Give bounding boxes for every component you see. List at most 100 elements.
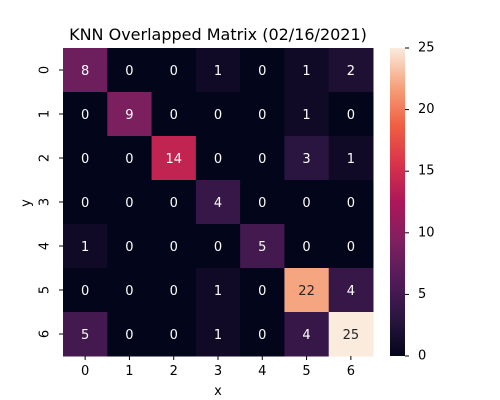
cell-value-label: 0: [125, 284, 133, 299]
cell-value-label: 0: [125, 240, 133, 255]
cell-value-label: 0: [170, 284, 178, 299]
heatmap-cell-r4-c4: [240, 224, 285, 269]
cell-value-label: 1: [302, 64, 310, 79]
heatmap-cell-r1-c4: [240, 92, 285, 137]
chart-title: KNN Overlapped Matrix (02/16/2021): [69, 25, 367, 44]
heatmap-cell-r3-c1: [107, 180, 153, 225]
heatmap-cell-r2-c6: [328, 136, 374, 181]
cell-value-label: 4: [347, 284, 355, 299]
cell-value-label: 25: [343, 328, 360, 343]
colorbar: [390, 48, 405, 356]
cell-value-label: 0: [81, 196, 89, 211]
cell-value-label: 0: [258, 196, 266, 211]
heatmap-cell-r2-c5: [284, 136, 330, 181]
cell-value-label: 0: [258, 152, 266, 167]
cell-value-label: 4: [302, 328, 310, 343]
heatmap-cell-r0-c0: [63, 48, 108, 93]
heatmap-cell-r1-c6: [328, 92, 374, 137]
cell-value-label: 0: [125, 152, 133, 167]
heatmap-cell-r4-c1: [107, 224, 153, 269]
cell-value-label: 0: [347, 196, 355, 211]
cell-value-label: 0: [214, 152, 222, 167]
heatmap-cell-r6-c2: [151, 312, 197, 357]
heatmap-cell-r5-c5: [284, 268, 330, 313]
cell-value-label: 8: [81, 64, 89, 79]
heatmap-cell-r2-c4: [240, 136, 285, 181]
heatmap-cell-r4-c0: [63, 224, 108, 269]
cell-value-label: 0: [81, 152, 89, 167]
heatmap-cell-r6-c0: [63, 312, 108, 357]
cell-value-label: 1: [347, 152, 355, 167]
cell-value-label: 0: [170, 328, 178, 343]
heatmap-cell-r3-c6: [328, 180, 374, 225]
cell-value-label: 0: [125, 328, 133, 343]
heatmap-cell-r2-c2: [151, 136, 197, 181]
x-tick-label: 5: [302, 364, 310, 379]
heatmap-cell-r5-c1: [107, 268, 153, 313]
heatmap-cell-r2-c0: [63, 136, 108, 181]
heatmap-cell-r3-c0: [63, 180, 108, 225]
heatmap-cell-r1-c5: [284, 92, 330, 137]
cell-value-label: 1: [214, 284, 222, 299]
heatmap-cell-r3-c4: [240, 180, 285, 225]
colorbar-tick-label: 5: [418, 287, 426, 302]
x-tick-label: 6: [347, 364, 355, 379]
heatmap-cell-r3-c5: [284, 180, 330, 225]
x-tick-label: 1: [125, 364, 133, 379]
y-tick-label: 3: [38, 198, 53, 206]
heatmap-cell-r5-c2: [151, 268, 197, 313]
cell-value-label: 0: [347, 240, 355, 255]
cell-value-label: 0: [125, 196, 133, 211]
heatmap-cell-r3-c3: [195, 180, 241, 225]
cell-value-label: 1: [302, 108, 310, 123]
colorbar-tick-label: 15: [418, 164, 435, 179]
heatmap-cell-r4-c2: [151, 224, 197, 269]
cell-value-label: 1: [214, 328, 222, 343]
heatmap-cell-r3-c2: [151, 180, 197, 225]
x-axis-ticks: 0 1 2 3 4 5 6: [81, 356, 355, 379]
heatmap-cell-r0-c5: [284, 48, 330, 93]
colorbar-tick-label: 10: [418, 225, 435, 240]
heatmap-cell-r4-c3: [195, 224, 241, 269]
heatmap-cells: [63, 48, 374, 357]
heatmap-cell-r5-c4: [240, 268, 285, 313]
heatmap-cell-r2-c1: [107, 136, 153, 181]
cell-value-label: 0: [258, 328, 266, 343]
cell-value-label: 0: [170, 196, 178, 211]
y-tick-label: 5: [38, 286, 53, 294]
y-tick-label: 2: [38, 154, 53, 162]
heatmap-cell-r5-c3: [195, 268, 241, 313]
heatmap-cell-r1-c2: [151, 92, 197, 137]
y-tick-label: 1: [38, 110, 53, 118]
cell-value-label: 22: [298, 284, 315, 299]
heatmap-cell-r6-c4: [240, 312, 285, 357]
heatmap-cell-r1-c0: [63, 92, 108, 137]
cell-value-label: 0: [81, 284, 89, 299]
y-axis-ticks: 0 1 2 3 4 5 6: [38, 66, 63, 338]
cell-value-label: 0: [302, 240, 310, 255]
cell-value-label: 2: [347, 64, 355, 79]
cell-value-label: 4: [214, 196, 222, 211]
heatmap-cell-r1-c1: [107, 92, 153, 137]
cell-value-label: 0: [125, 64, 133, 79]
colorbar-tick-label: 20: [418, 102, 435, 117]
cell-value-label: 0: [258, 64, 266, 79]
x-tick-label: 2: [170, 364, 178, 379]
heatmap-cell-r5-c6: [328, 268, 374, 313]
heatmap-cell-r6-c6: [328, 312, 374, 357]
heatmap-cell-r4-c5: [284, 224, 330, 269]
x-tick-label: 0: [81, 364, 89, 379]
heatmap-cell-r0-c1: [107, 48, 153, 93]
x-axis-label: x: [214, 384, 222, 399]
y-tick-label: 6: [38, 330, 53, 338]
cell-value-label: 0: [170, 108, 178, 123]
heatmap-cell-r0-c6: [328, 48, 374, 93]
heatmap-cell-r4-c6: [328, 224, 374, 269]
heatmap-cell-r6-c5: [284, 312, 330, 357]
cell-value-label: 0: [258, 108, 266, 123]
heatmap-cell-r0-c4: [240, 48, 285, 93]
cell-value-label: 1: [81, 240, 89, 255]
x-tick-label: 3: [214, 364, 222, 379]
heatmap-cell-r6-c1: [107, 312, 153, 357]
